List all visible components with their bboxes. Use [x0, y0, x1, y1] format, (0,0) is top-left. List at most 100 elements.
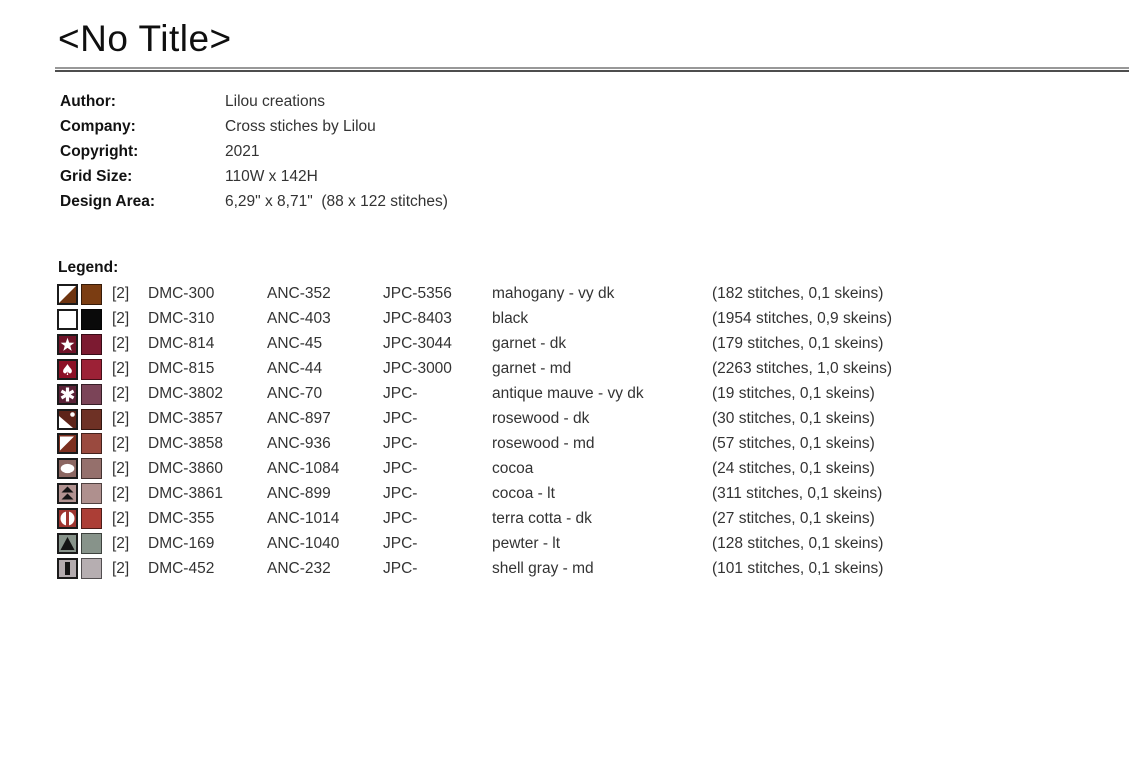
jpc-code: JPC-: [383, 509, 418, 527]
legend-row: [2] DMC-300 ANC-352 JPC-5356 mahogany - vy d…: [57, 282, 892, 307]
symbol-ellipse-icon: [57, 458, 78, 480]
meta-value: 110W x 142H: [225, 168, 318, 185]
meta-section: Author: Lilou creations Company: Cross stic…: [60, 89, 448, 214]
strands-count: [2]: [112, 310, 130, 328]
meta-value: Lilou creations: [225, 93, 325, 110]
usage-stats: (311 stitches, 0,1 skeins): [712, 484, 883, 502]
jpc-code: JPC-: [383, 410, 418, 428]
strands-count: [2]: [112, 335, 130, 353]
color-name: rosewood - dk: [492, 410, 590, 428]
dmc-code: DMC-3860: [148, 459, 223, 477]
strands-count: [2]: [112, 509, 130, 527]
dmc-code: DMC-3861: [148, 484, 223, 502]
anc-code: ANC-403: [267, 310, 331, 328]
legend-row: [2] DMC-3857 ANC-897 JPC-rosewood - dk (30 s…: [57, 407, 892, 432]
dmc-code: DMC-3802: [148, 385, 223, 403]
strands-count: [2]: [112, 559, 130, 577]
legend-heading: Legend:: [58, 259, 119, 276]
anc-code: ANC-1014: [267, 509, 340, 527]
usage-stats: (179 stitches, 0,1 skeins): [712, 335, 884, 353]
jpc-code: JPC-3044: [383, 335, 452, 353]
jpc-code: JPC-: [383, 559, 418, 577]
meta-row: Copyright: 2021: [60, 139, 448, 164]
legend-row: [2] DMC-3802 ANC-70 JPC-antique mauve - vy …: [57, 382, 892, 407]
color-name: garnet - md: [492, 360, 572, 378]
symbol-star-icon: [57, 333, 78, 355]
color-name: rosewood - md: [492, 434, 595, 452]
dmc-code: DMC-3858: [148, 434, 223, 452]
usage-stats: (182 stitches, 0,1 skeins): [712, 285, 884, 303]
symbol-mountain-dot-icon: [57, 408, 78, 430]
page-title: <No Title>: [58, 18, 232, 59]
title-divider: [55, 67, 1129, 72]
color-name: shell gray - md: [492, 559, 594, 577]
symbol-triangle-up-icon: [57, 533, 78, 555]
color-swatch: [81, 458, 102, 480]
usage-stats: (2263 stitches, 1,0 skeins): [712, 360, 893, 378]
jpc-code: JPC-: [383, 459, 418, 477]
legend-row: [2] DMC-3858 ANC-936 JPC-rosewood - md (57 s…: [57, 432, 892, 457]
meta-label: Design Area:: [60, 193, 156, 210]
symbol-triangle-tl-icon: [57, 433, 78, 455]
color-name: pewter - lt: [492, 534, 561, 552]
legend-row: ♠ [2] DMC-815 ANC-44 JPC-3000 garnet - md (226…: [57, 357, 892, 382]
color-swatch: [81, 508, 102, 530]
jpc-code: JPC-: [383, 484, 418, 502]
meta-label: Company:: [60, 118, 136, 135]
legend-row: [2] DMC-310 ANC-403 JPC-8403 black (1954 stit…: [57, 307, 892, 332]
strands-count: [2]: [112, 360, 130, 378]
strands-count: [2]: [112, 285, 130, 303]
meta-value: 6,29" x 8,71" (88 x 122 stitches): [225, 193, 448, 210]
dmc-code: DMC-815: [148, 360, 215, 378]
legend-row: [2] DMC-169 ANC-1040 JPC-pewter - lt (128 st…: [57, 531, 892, 556]
color-swatch: [81, 533, 102, 555]
symbol-split-circle-icon: [57, 508, 78, 530]
dmc-code: DMC-169: [148, 534, 215, 552]
symbol-vertical-bar-icon: [57, 558, 78, 580]
legend-row: [2] DMC-3860 ANC-1084 JPC-cocoa (24 stitches…: [57, 456, 892, 481]
symbol-double-triangle-up-icon: [57, 483, 78, 505]
usage-stats: (1954 stitches, 0,9 skeins): [712, 310, 893, 328]
strands-count: [2]: [112, 385, 130, 403]
color-swatch: [81, 433, 102, 455]
symbol-blank-icon: [57, 308, 78, 330]
color-swatch: [81, 558, 102, 580]
legend-row: [2] DMC-355 ANC-1014 JPC-terra cotta - dk (2…: [57, 506, 892, 531]
jpc-code: JPC-: [383, 385, 418, 403]
meta-label: Copyright:: [60, 143, 139, 160]
strands-count: [2]: [112, 459, 130, 477]
usage-stats: (24 stitches, 0,1 skeins): [712, 459, 875, 477]
legend-row: [2] DMC-814 ANC-45 JPC-3044 garnet - dk (179 …: [57, 332, 892, 357]
strands-count: [2]: [112, 534, 130, 552]
color-name: cocoa: [492, 459, 534, 477]
meta-row: Author: Lilou creations: [60, 89, 448, 114]
color-swatch: [81, 408, 102, 430]
usage-stats: (19 stitches, 0,1 skeins): [712, 385, 875, 403]
color-swatch: [81, 383, 102, 405]
dmc-code: DMC-310: [148, 310, 215, 328]
meta-row: Design Area: 6,29" x 8,71" (88 x 122 stit…: [60, 189, 448, 214]
color-swatch: [81, 483, 102, 505]
color-name: garnet - dk: [492, 335, 567, 353]
dmc-code: DMC-3857: [148, 410, 223, 428]
color-swatch: [81, 283, 102, 305]
color-name: black: [492, 310, 529, 328]
strands-count: [2]: [112, 484, 130, 502]
meta-label: Grid Size:: [60, 168, 133, 185]
dmc-code: DMC-452: [148, 559, 215, 577]
color-swatch: [81, 333, 102, 355]
dmc-code: DMC-814: [148, 335, 215, 353]
dmc-code: DMC-355: [148, 509, 215, 527]
strands-count: [2]: [112, 410, 130, 428]
anc-code: ANC-44: [267, 360, 323, 378]
anc-code: ANC-45: [267, 335, 323, 353]
anc-code: ANC-232: [267, 559, 331, 577]
svg-text:♠: ♠: [61, 361, 74, 379]
symbol-asterisk-icon: [57, 383, 78, 405]
anc-code: ANC-70: [267, 385, 323, 403]
strands-count: [2]: [112, 434, 130, 452]
usage-stats: (30 stitches, 0,1 skeins): [712, 410, 875, 428]
meta-row: Company: Cross stiches by Lilou: [60, 114, 448, 139]
usage-stats: (27 stitches, 0,1 skeins): [712, 509, 875, 527]
jpc-code: JPC-: [383, 534, 418, 552]
